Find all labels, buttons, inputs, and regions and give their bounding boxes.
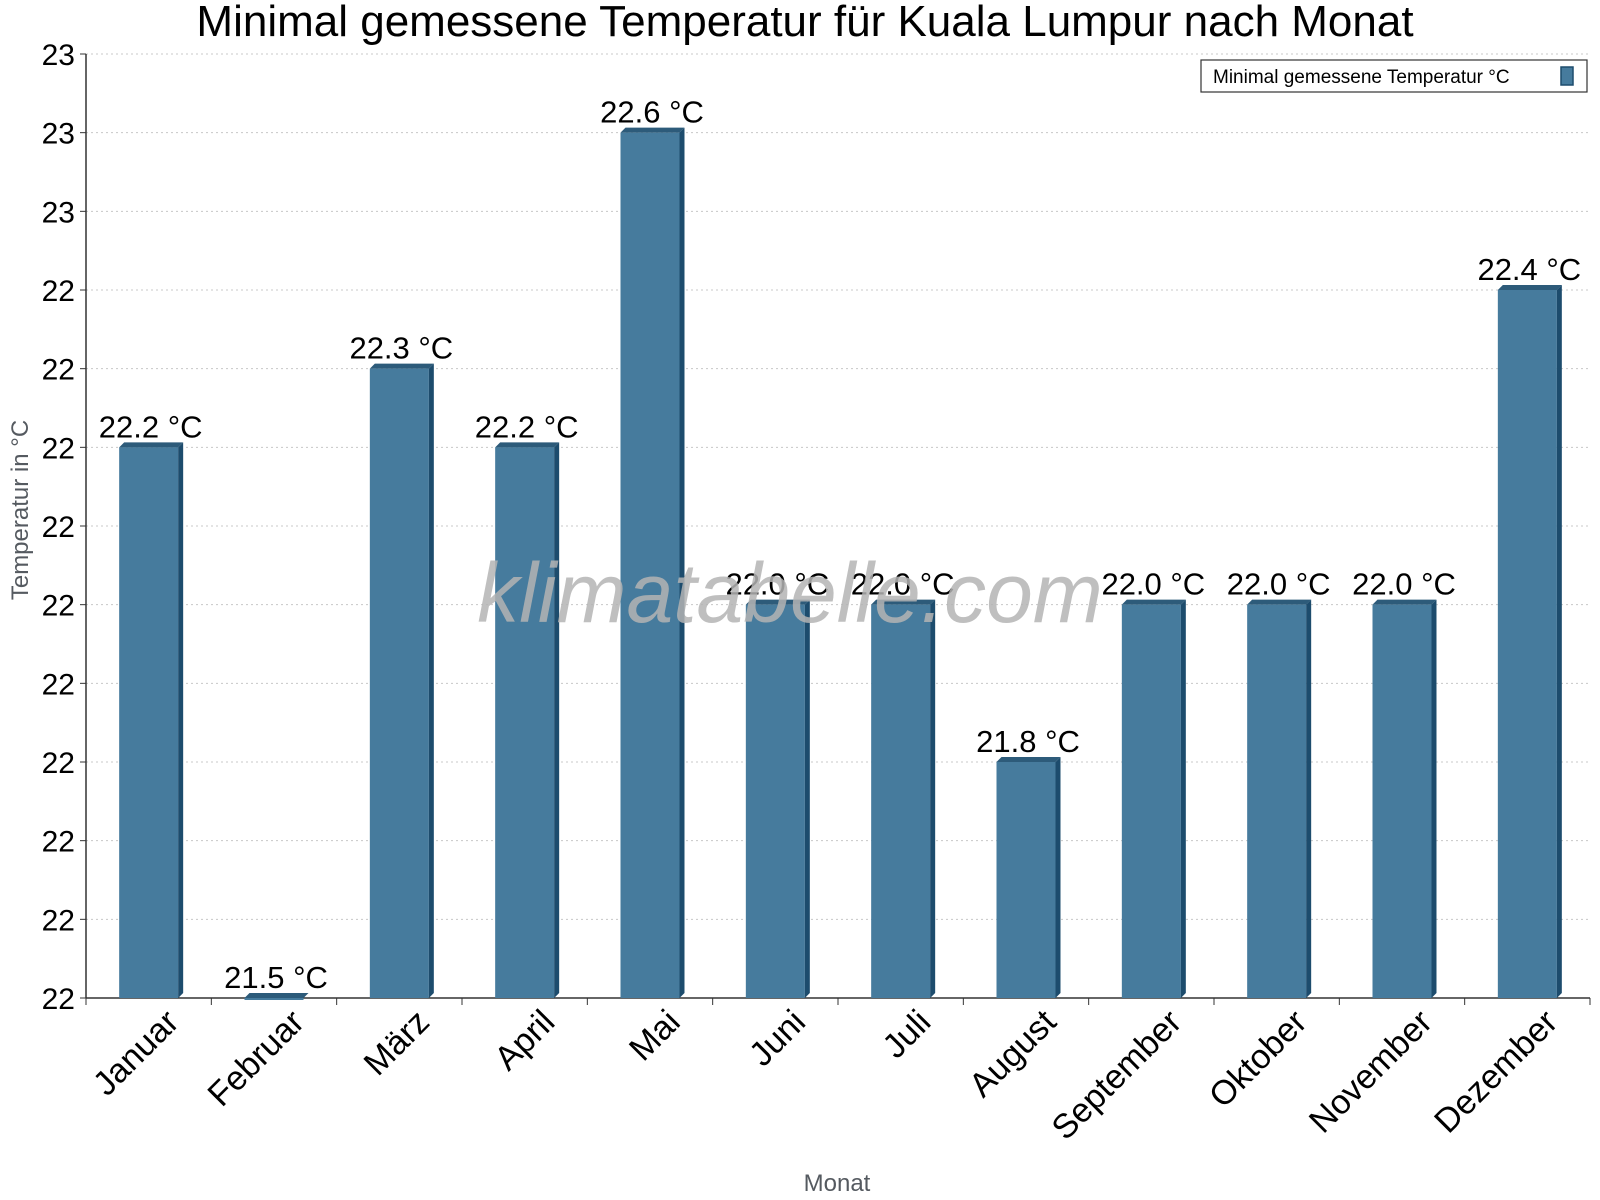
bar-side <box>679 127 685 998</box>
x-axis: Januar Februar März April Mai Juni Juli AugustS… <box>85 997 1591 1147</box>
bar <box>1247 604 1307 998</box>
x-tick-label: April <box>487 1003 562 1078</box>
bar-side <box>1055 757 1061 998</box>
y-tick-label: 22 <box>42 983 75 1016</box>
y-tick-label: 23 <box>42 118 75 151</box>
y-axis-title: Temperatur in °C <box>7 420 34 600</box>
legend: Minimal gemessene Temperatur °C <box>1200 59 1588 93</box>
x-tick-label: März <box>357 1003 437 1083</box>
bar-side <box>1556 285 1562 998</box>
data-label: 22.2 °C <box>99 409 203 444</box>
bar <box>745 604 805 998</box>
data-label: 22.0 °C <box>1101 567 1205 602</box>
bar-side <box>1431 599 1437 998</box>
gridlines <box>86 53 1590 920</box>
y-tick-label: 22 <box>42 826 75 859</box>
y-tick-label: 22 <box>42 432 75 465</box>
x-tick-label: August <box>962 1002 1064 1104</box>
bars <box>119 127 1562 1000</box>
x-tick-label: Juni <box>742 1003 813 1074</box>
bar <box>244 998 304 1000</box>
data-label: 22.2 °C <box>475 409 579 444</box>
bar <box>1497 290 1557 998</box>
y-tick-label: 22 <box>42 590 75 623</box>
bar-top <box>745 599 810 605</box>
bar <box>495 447 555 998</box>
y-tick-label: 22 <box>42 747 75 780</box>
x-tick-label: Oktober <box>1202 1003 1314 1115</box>
x-tick-label: November <box>1302 1003 1440 1141</box>
data-label: 22.3 °C <box>349 331 453 366</box>
bar-top <box>1372 599 1437 605</box>
bar-top <box>369 363 434 369</box>
data-label: 22.0 °C <box>1352 567 1456 602</box>
bar-side <box>930 599 936 998</box>
bar-side <box>1306 599 1312 998</box>
bar-top <box>996 757 1061 762</box>
y-tick-label: 22 <box>42 668 75 701</box>
bar-top <box>1247 599 1312 605</box>
data-labels: 22.2 °C 21.5 °C 22.3 °C 22.2 °C 22.6 °C 22.0 … <box>99 95 1581 995</box>
data-label: 22.4 °C <box>1477 252 1581 287</box>
x-tick-label: Februar <box>201 1003 312 1114</box>
chart-title: Minimal gemessene Temperatur für Kuala L… <box>196 0 1413 46</box>
y-tick-label: 22 <box>42 904 75 937</box>
bar-top <box>871 599 936 605</box>
bar-top <box>495 442 560 448</box>
x-tick-label: September <box>1045 1003 1189 1147</box>
x-tick-label: Juli <box>875 1003 938 1066</box>
bar <box>996 762 1056 998</box>
bar-top <box>244 993 309 998</box>
y-tick-label: 23 <box>42 196 75 229</box>
bar <box>1372 604 1432 998</box>
legend-box <box>1200 59 1588 93</box>
bar <box>369 368 429 999</box>
y-tick-label: 22 <box>42 511 75 544</box>
bar-side <box>804 599 810 998</box>
data-label: 22.0 °C <box>725 567 829 602</box>
data-label: 22.6 °C <box>600 95 704 130</box>
bar <box>620 132 680 998</box>
bar <box>871 604 931 998</box>
data-label: 21.8 °C <box>976 724 1080 759</box>
x-tick-label: Mai <box>622 1003 688 1069</box>
bar-top <box>119 442 184 448</box>
bar-side <box>178 442 184 998</box>
data-label: 21.5 °C <box>224 960 328 995</box>
y-tick-label: 22 <box>42 354 75 387</box>
legend-swatch <box>1560 66 1574 86</box>
watermark: klimatabelle.com <box>477 546 1103 640</box>
y-tick-label: 22 <box>42 275 75 308</box>
bar <box>1121 604 1181 998</box>
bar-side <box>1180 599 1186 998</box>
legend-label: Minimal gemessene Temperatur °C <box>1213 67 1510 88</box>
data-label: 22.0 °C <box>1227 567 1331 602</box>
x-axis-title: Monat <box>804 1170 871 1197</box>
y-axis: 22 22 22 22 22 22 22 22 22 22 23 23 23 <box>42 39 87 1016</box>
bar-top <box>620 127 685 133</box>
x-tick-label: Dezember <box>1427 1003 1565 1141</box>
data-label: 22.0 °C <box>851 567 955 602</box>
bar-top <box>1497 285 1562 290</box>
bar-side <box>554 442 560 998</box>
bar-side <box>428 363 434 999</box>
y-tick-label: 23 <box>42 39 75 72</box>
x-tick-label: Januar <box>86 1003 186 1103</box>
bar <box>119 447 179 998</box>
bar-top <box>1121 599 1186 605</box>
